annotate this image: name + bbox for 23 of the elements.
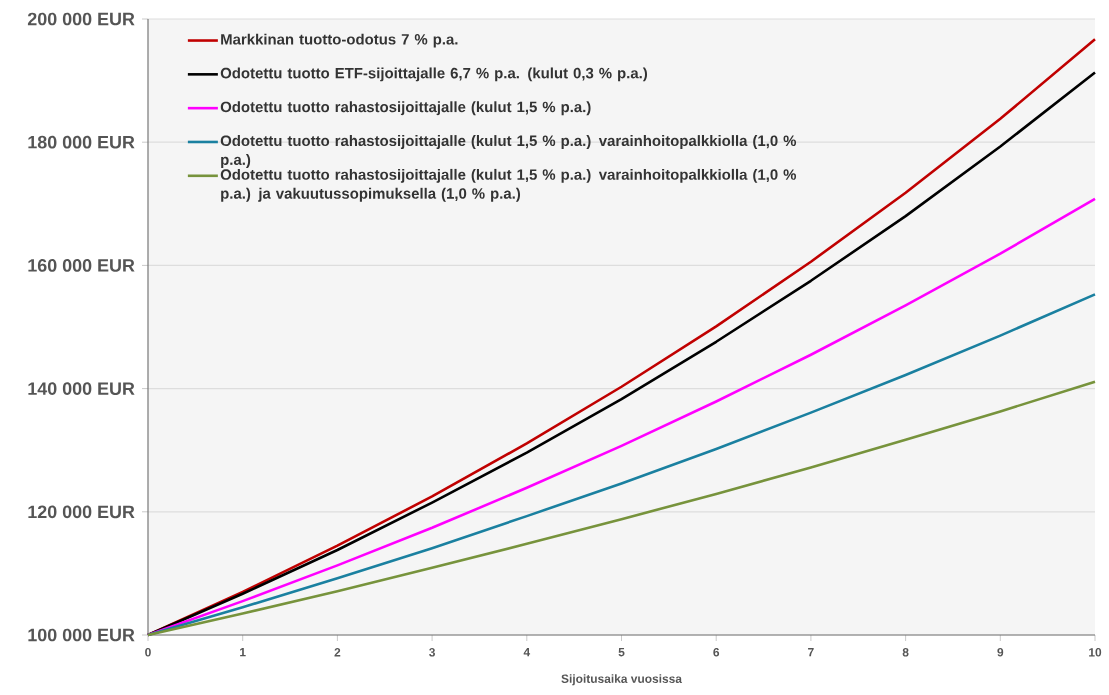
y-tick-label: 200 000 EUR <box>27 12 135 26</box>
y-tick-label: 100 000 EUR <box>28 628 135 642</box>
legend-label: Odotettu tuotto rahastosijoittajalle (kulut 1,5 % p.a.) varainhoitopalkkiolla (1,0 % p.a.) ja vakuutussopimuksella (1,0 % p.a.) <box>220 168 797 202</box>
x-tick-label: 9 <box>997 648 1004 657</box>
legend-label: Odotettu tuotto rahastosijoittajalle (kulut 1,5 % p.a.) <box>220 101 591 116</box>
x-tick-label: 0 <box>145 648 151 657</box>
x-tick-label: 10 <box>1089 648 1102 657</box>
x-tick-label: 8 <box>902 648 909 657</box>
x-tick-label: 6 <box>713 648 720 657</box>
x-tick-label: 5 <box>618 648 625 657</box>
x-tick-label: 7 <box>808 648 814 657</box>
y-tick-label: 160 000 EUR <box>28 259 135 272</box>
y-tick-label: 140 000 EUR <box>28 382 135 395</box>
x-tick-label: 3 <box>429 648 435 657</box>
x-axis-title: Sijoitusaika vuosissa <box>561 674 683 686</box>
x-tick-label: 4 <box>523 648 531 657</box>
y-tick-label: 180 000 EUR <box>28 135 135 149</box>
x-tick-label: 1 <box>240 648 246 657</box>
legend-label: Odotettu tuotto ETF-sijoittajalle 6,7 % p.a. (kulut 0,3 % p.a.) <box>220 67 648 82</box>
legend-label: Markkinan tuotto-odotus 7 % p.a. <box>221 33 458 48</box>
x-tick-label: 2 <box>334 648 341 657</box>
y-tick-label: 120 000 EUR <box>28 505 135 519</box>
legend-label: Odotettu tuotto rahastosijoittajalle (kulut 1,5 % p.a.) varainhoitopalkkiolla (1,0 % p.a.) <box>220 135 797 168</box>
